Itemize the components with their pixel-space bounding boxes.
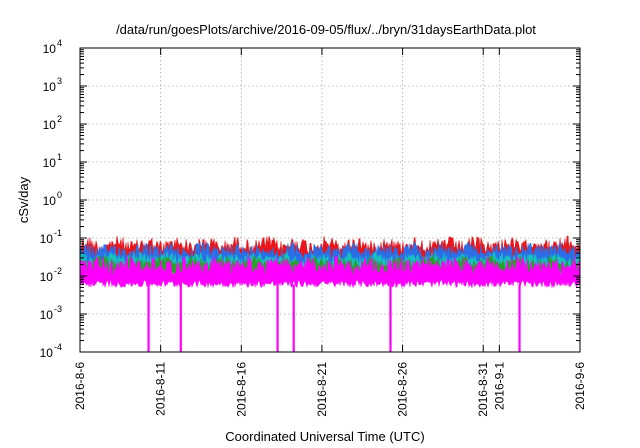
y-tick-label: 10-2 [40, 266, 62, 284]
y-tick-label: 100 [43, 190, 62, 208]
x-tick-label: 2016-8-6 [73, 362, 87, 410]
x-tick-label: 2016-8-21 [315, 362, 329, 417]
y-tick-exponent: -4 [54, 342, 62, 352]
y-tick-label: 10-4 [40, 342, 62, 360]
y-tick-label: 102 [43, 114, 62, 132]
dropout-layer [147, 284, 521, 352]
y-tick-label: 104 [43, 38, 62, 56]
x-tick-label: 2016-9-1 [492, 362, 506, 410]
y-tick-exponent: -2 [54, 266, 62, 276]
y-tick-exponent: 0 [57, 190, 62, 200]
y-tick-label: 10-1 [40, 228, 62, 246]
x-tick-label: 2016-9-6 [573, 362, 587, 410]
ticks [79, 47, 581, 353]
y-tick-exponent: 3 [57, 76, 62, 86]
y-tick-exponent: 2 [57, 114, 62, 124]
y-tick-exponent: 1 [57, 152, 62, 162]
chart-title: /data/run/goesPlots/archive/2016-09-05/f… [116, 22, 536, 37]
x-tick-label: 2016-8-26 [396, 362, 410, 417]
series-layer [79, 235, 581, 289]
x-tick-label: 2016-8-16 [234, 362, 248, 417]
x-axis-label: Coordinated Universal Time (UTC) [225, 429, 424, 444]
y-axis-label: cSv/day [16, 176, 31, 223]
y-tick-label: 10-3 [40, 304, 62, 322]
x-tick-label: 2016-8-31 [476, 362, 490, 417]
x-tick-labels: 2016-8-6 2016-8-11 2016-8-16 2016-8-21 2016-… [73, 362, 587, 417]
y-tick-exponent: -3 [54, 304, 62, 314]
x-tick-label: 2016-8-11 [154, 362, 168, 416]
y-tick-exponent: -1 [54, 228, 62, 238]
y-tick-label: 103 [43, 76, 62, 94]
grid [80, 48, 580, 352]
y-tick-exponent: 4 [57, 38, 62, 48]
y-tick-label: 101 [43, 152, 62, 170]
